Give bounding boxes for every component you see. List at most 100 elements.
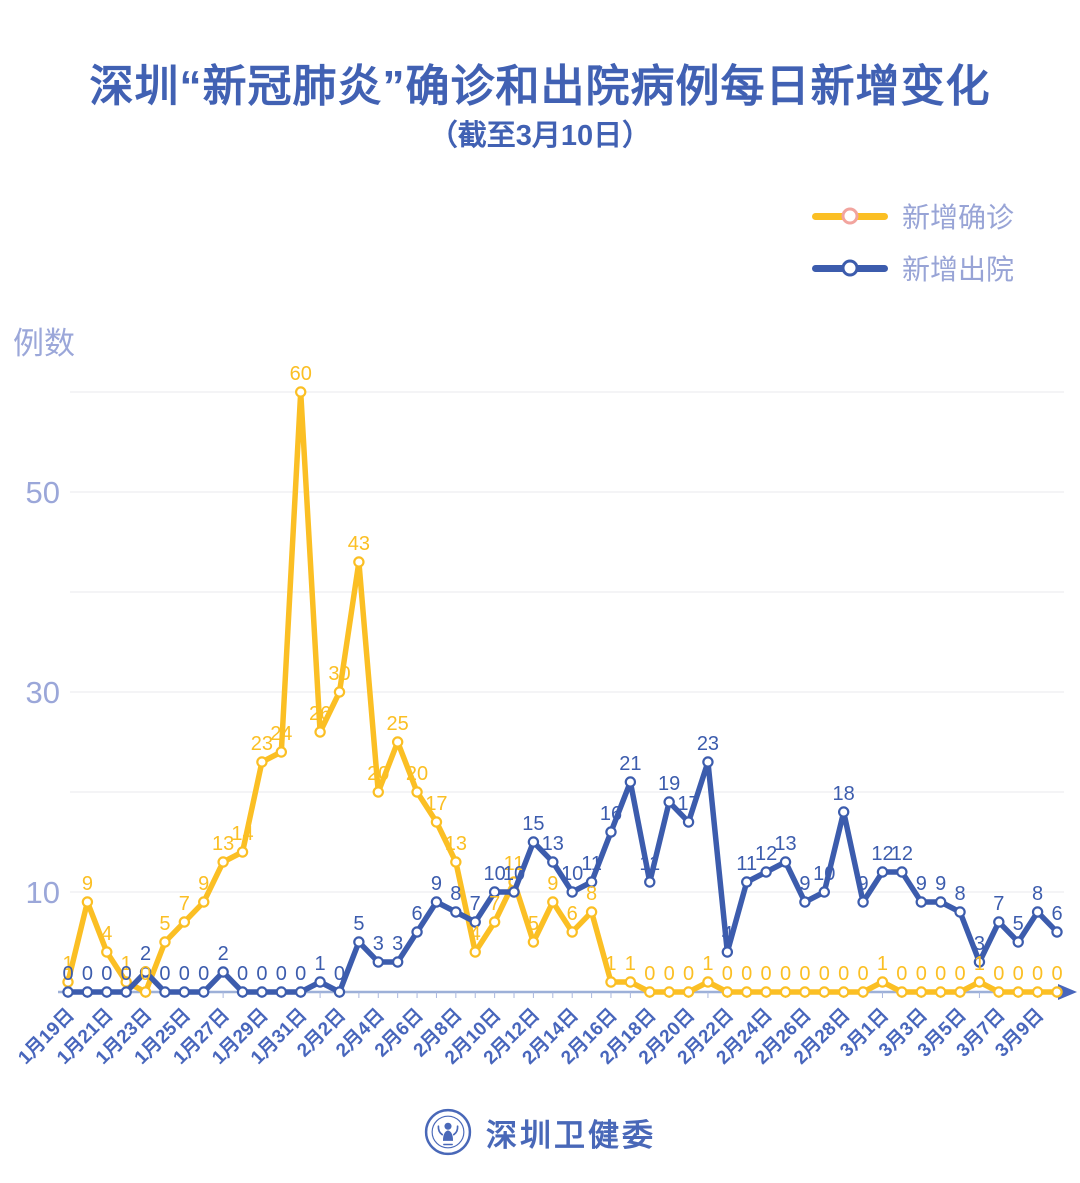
svg-text:0: 0 xyxy=(761,963,772,985)
legend-item-discharged: 新增出院 xyxy=(811,248,1014,288)
svg-text:9: 9 xyxy=(799,873,810,895)
svg-text:0: 0 xyxy=(722,963,733,985)
svg-text:8: 8 xyxy=(1032,883,1043,905)
svg-text:14: 14 xyxy=(231,823,253,845)
svg-text:1: 1 xyxy=(974,953,985,975)
svg-text:10: 10 xyxy=(503,863,525,885)
svg-text:3: 3 xyxy=(373,933,384,955)
chart-title: 深圳“新冠肺炎”确诊和出院病例每日新增变化 xyxy=(89,62,991,111)
confirmed-line xyxy=(65,389,1060,995)
svg-text:4: 4 xyxy=(101,923,112,945)
svg-text:8: 8 xyxy=(586,883,597,905)
svg-text:0: 0 xyxy=(916,963,927,985)
svg-text:5: 5 xyxy=(528,913,539,935)
svg-text:10: 10 xyxy=(26,875,60,910)
svg-text:18: 18 xyxy=(833,783,855,805)
y-gridlines xyxy=(70,391,1064,893)
svg-text:0: 0 xyxy=(82,963,93,985)
brand-logo-icon xyxy=(424,1108,472,1156)
svg-text:0: 0 xyxy=(276,963,287,985)
confirmed-legend-label: 新增确诊 xyxy=(901,202,1014,233)
svg-text:12: 12 xyxy=(891,843,913,865)
svg-text:0: 0 xyxy=(121,963,132,985)
svg-text:0: 0 xyxy=(101,963,112,985)
legend-item-confirmed: 新增确诊 xyxy=(811,196,1014,236)
svg-text:0: 0 xyxy=(819,963,830,985)
svg-text:0: 0 xyxy=(62,963,73,985)
svg-text:7: 7 xyxy=(489,893,500,915)
svg-text:9: 9 xyxy=(547,873,558,895)
svg-text:0: 0 xyxy=(295,963,306,985)
svg-text:0: 0 xyxy=(198,963,209,985)
svg-text:7: 7 xyxy=(993,893,1004,915)
svg-text:20: 20 xyxy=(406,763,428,785)
svg-text:11: 11 xyxy=(736,853,757,875)
svg-text:17: 17 xyxy=(677,793,699,815)
svg-text:12: 12 xyxy=(871,843,893,865)
svg-text:13: 13 xyxy=(774,833,796,855)
svg-text:9: 9 xyxy=(431,873,442,895)
svg-text:4: 4 xyxy=(470,923,481,945)
svg-text:25: 25 xyxy=(387,713,409,735)
svg-text:0: 0 xyxy=(993,963,1004,985)
chart-subtitle: （截至3月10日） xyxy=(428,120,652,152)
svg-text:0: 0 xyxy=(644,963,655,985)
svg-text:0: 0 xyxy=(858,963,869,985)
svg-text:21: 21 xyxy=(619,753,641,775)
confirmed-legend-line-icon xyxy=(811,207,888,225)
svg-text:0: 0 xyxy=(1013,963,1024,985)
svg-text:0: 0 xyxy=(683,963,694,985)
svg-text:13: 13 xyxy=(212,833,234,855)
svg-text:11: 11 xyxy=(639,853,660,875)
svg-text:8: 8 xyxy=(954,883,965,905)
svg-text:9: 9 xyxy=(858,873,869,895)
svg-text:30: 30 xyxy=(328,663,350,685)
svg-text:6: 6 xyxy=(1051,903,1062,925)
svg-text:0: 0 xyxy=(1051,963,1062,985)
svg-text:8: 8 xyxy=(450,883,461,905)
svg-text:6: 6 xyxy=(567,903,578,925)
svg-text:0: 0 xyxy=(237,963,248,985)
discharged-line xyxy=(65,759,1060,995)
svg-text:4: 4 xyxy=(722,923,733,945)
svg-text:23: 23 xyxy=(697,733,719,755)
y-axis-title: 例数 xyxy=(13,326,75,361)
svg-text:3: 3 xyxy=(392,933,403,955)
svg-text:1: 1 xyxy=(702,953,713,975)
svg-text:0: 0 xyxy=(954,963,965,985)
svg-text:5: 5 xyxy=(1013,913,1024,935)
svg-text:0: 0 xyxy=(780,963,791,985)
axis-arrow-icon xyxy=(1058,984,1077,1000)
discharged-legend-line-icon xyxy=(811,259,888,277)
svg-text:0: 0 xyxy=(838,963,849,985)
svg-text:13: 13 xyxy=(445,833,467,855)
svg-text:9: 9 xyxy=(82,873,93,895)
discharged-legend-dot-icon xyxy=(841,259,859,277)
svg-text:9: 9 xyxy=(198,873,209,895)
svg-text:43: 43 xyxy=(348,533,370,555)
svg-text:7: 7 xyxy=(179,893,190,915)
svg-text:10: 10 xyxy=(484,863,506,885)
svg-text:0: 0 xyxy=(334,963,345,985)
discharged-value-labels: 0 0 0 020 0 020 0 0 0 1 053 369 8 7101015131011162111… xyxy=(62,733,1062,985)
svg-text:20: 20 xyxy=(367,763,389,785)
svg-text:23: 23 xyxy=(251,733,273,755)
svg-text:0: 0 xyxy=(935,963,946,985)
svg-text:19: 19 xyxy=(658,773,680,795)
svg-text:60: 60 xyxy=(290,363,312,385)
svg-text:7: 7 xyxy=(470,893,481,915)
svg-text:1: 1 xyxy=(121,953,132,975)
footer: 深圳卫健委 xyxy=(0,1108,1080,1156)
svg-text:10: 10 xyxy=(813,863,835,885)
svg-text:0: 0 xyxy=(140,963,151,985)
svg-text:0: 0 xyxy=(159,963,170,985)
x-axis-labels: 1月19日1月21日1月23日1月25日1月27日1月29日1月31日2月2日2… xyxy=(14,1005,1048,1069)
confirmed-legend-dot-icon xyxy=(841,207,859,225)
svg-text:9: 9 xyxy=(916,873,927,895)
svg-text:2: 2 xyxy=(218,943,229,965)
svg-text:0: 0 xyxy=(256,963,267,985)
svg-text:26: 26 xyxy=(309,703,331,725)
svg-text:1: 1 xyxy=(625,953,636,975)
svg-text:15: 15 xyxy=(522,813,544,835)
